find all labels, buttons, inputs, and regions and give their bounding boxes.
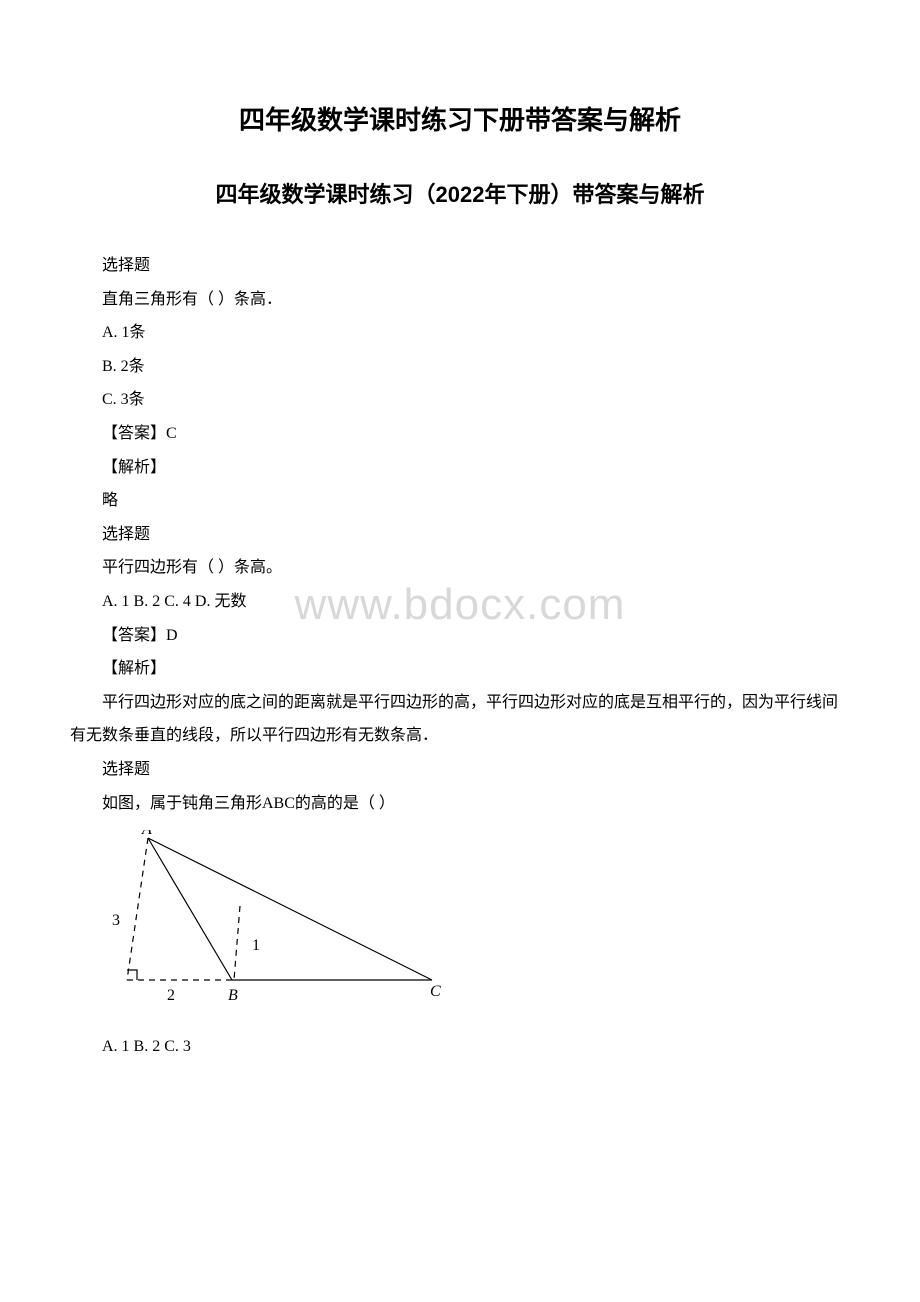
page-subtitle: 四年级数学课时练习（2022年下册）带答案与解析 — [70, 177, 850, 209]
q1-option-c: C. 3条 — [70, 383, 850, 417]
svg-text:2: 2 — [167, 987, 175, 1004]
triangle-diagram: A B C 1 2 3 — [102, 830, 850, 1020]
svg-text:C: C — [430, 983, 441, 1000]
q2-section: 选择题 — [70, 518, 850, 552]
q1-answer: 【答案】C — [70, 417, 850, 451]
q2-options: A. 1 B. 2 C. 4 D. 无数 — [70, 585, 850, 619]
triangle-svg: A B C 1 2 3 — [102, 830, 452, 1015]
svg-text:A: A — [141, 830, 152, 838]
q3-options: A. 1 B. 2 C. 3 — [70, 1030, 850, 1064]
q1-option-a: A. 1条 — [70, 316, 850, 350]
q1-section: 选择题 — [70, 249, 850, 283]
q1-explain-body: 略 — [70, 484, 850, 518]
q2-stem: 平行四边形有（ ）条高。 — [70, 551, 850, 585]
q3-section: 选择题 — [70, 753, 850, 787]
q1-explain-label: 【解析】 — [70, 451, 850, 485]
q2-answer: 【答案】D — [70, 619, 850, 653]
svg-text:1: 1 — [252, 937, 260, 954]
q2-explain-body: 平行四边形对应的底之间的距离就是平行四边形的高，平行四边形对应的底是互相平行的，… — [70, 686, 850, 753]
svg-text:B: B — [228, 987, 238, 1004]
q1-stem: 直角三角形有（ ）条高． — [70, 283, 850, 317]
q2-explain-label: 【解析】 — [70, 652, 850, 686]
q3-stem: 如图，属于钝角三角形ABC的高的是（ ） — [70, 787, 850, 821]
q1-option-b: B. 2条 — [70, 350, 850, 384]
page-title: 四年级数学课时练习下册带答案与解析 — [70, 100, 850, 137]
svg-text:3: 3 — [112, 912, 120, 929]
